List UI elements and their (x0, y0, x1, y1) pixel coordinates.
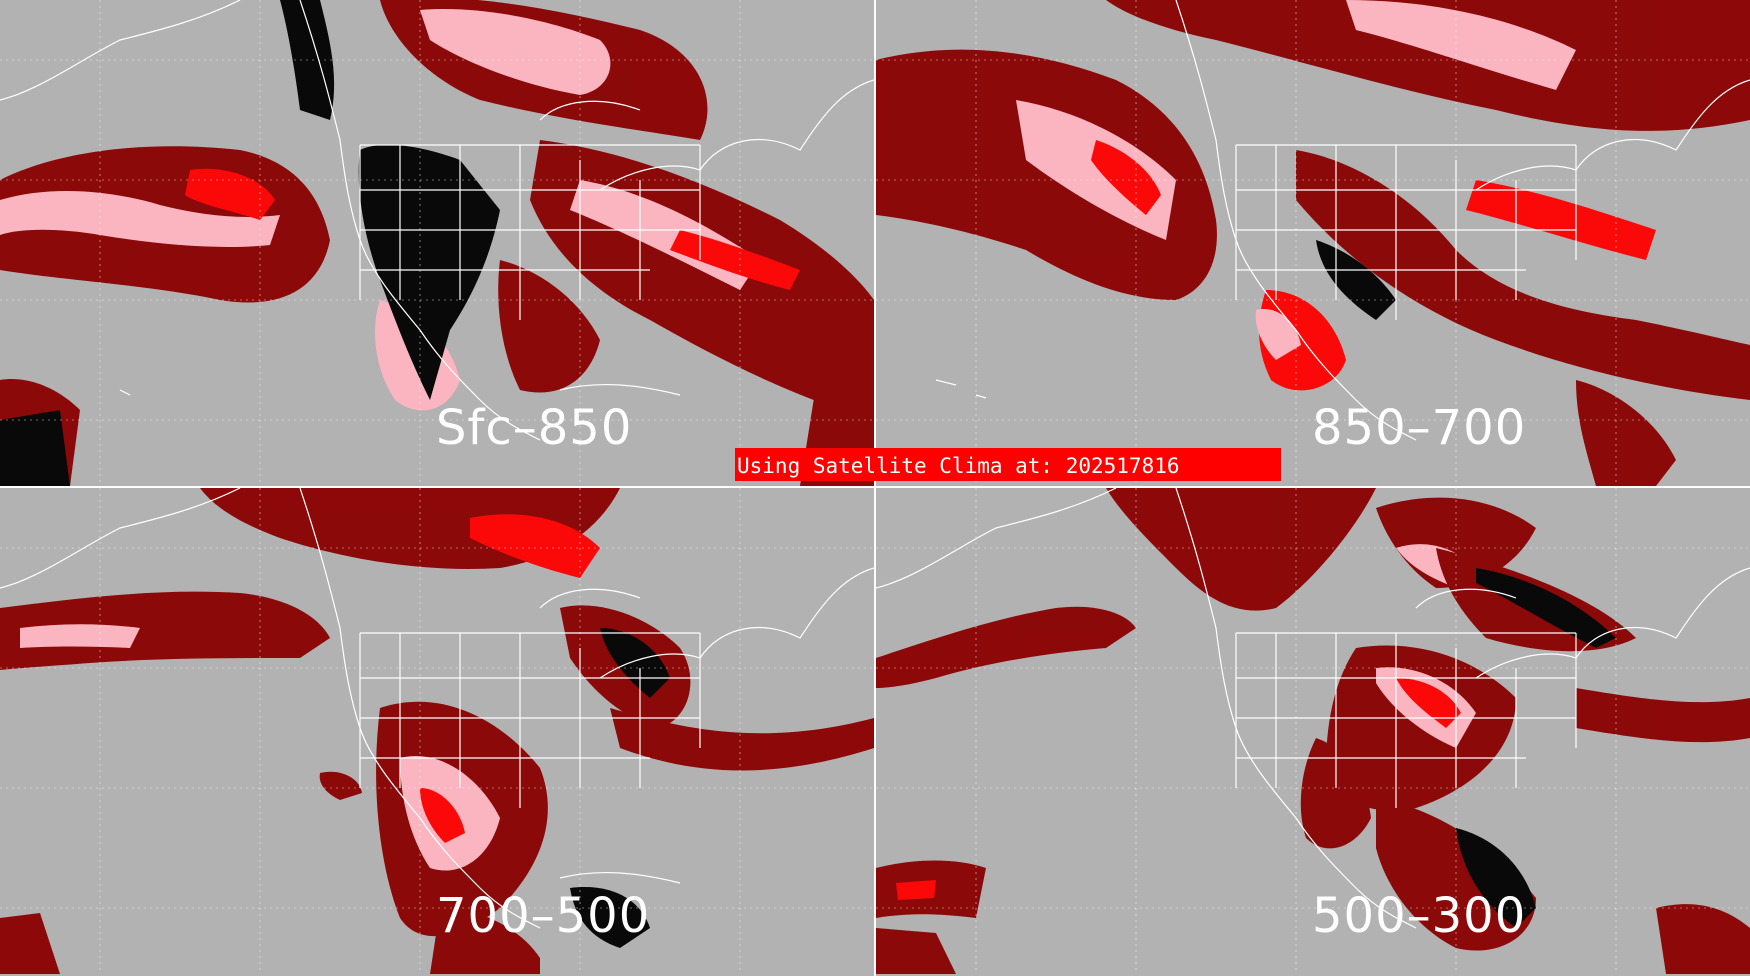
panel-divider-vertical (874, 0, 876, 976)
panel-divider-horizontal (0, 486, 1750, 488)
satellite-clima-banner: Using Satellite Clima at: 202517816 (735, 448, 1281, 481)
moisture-field-map (0, 0, 874, 486)
map-panel-sfc-850: Sfc–850 (0, 0, 874, 486)
layer-label: 850–700 (1312, 400, 1527, 456)
layer-label: 700–500 (436, 888, 651, 944)
map-panel-500-300: 500–300 (876, 488, 1750, 974)
layer-label: Sfc–850 (436, 400, 633, 456)
map-panel-700-500: 700–500 (0, 488, 874, 974)
moisture-field-map (0, 488, 874, 974)
map-panel-850-700: 850–700 (876, 0, 1750, 486)
moisture-field-map (876, 0, 1750, 486)
layer-label: 500–300 (1312, 888, 1527, 944)
moisture-field-map (876, 488, 1750, 974)
